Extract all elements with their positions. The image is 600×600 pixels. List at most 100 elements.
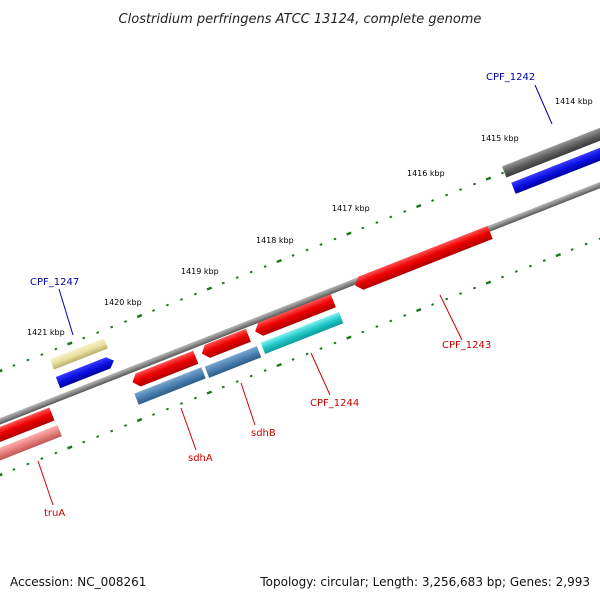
outer-ring-tick — [40, 353, 44, 356]
inner-ring-tick — [54, 451, 58, 455]
inner-ring-tick — [82, 440, 86, 444]
inner-ring-tick — [110, 429, 114, 433]
reverse-strand-genes — [0, 225, 493, 463]
outer-ring-tick — [0, 368, 3, 373]
inner-ring-tick — [514, 270, 518, 273]
outer-ring-tick — [26, 358, 30, 362]
inner-ring-tick — [165, 407, 169, 411]
gene-red-trua-region[interactable] — [0, 407, 55, 448]
label-leader-lines — [37, 84, 553, 506]
label-sdhb[interactable]: sdhB — [251, 428, 276, 439]
outer-ring-tick — [361, 226, 365, 230]
label-cpf-1247[interactable]: CPF_1247 — [30, 277, 79, 288]
label-sdha[interactable]: sdhA — [188, 453, 213, 464]
inner-ring-tick — [40, 457, 44, 460]
inner-ring-tick — [96, 435, 100, 438]
backbone-strand — [0, 168, 600, 431]
gene-blue-top-right[interactable] — [511, 138, 600, 194]
gene-red-cpf-1244-arrow[interactable] — [253, 294, 336, 338]
leader-cpf-1243 — [439, 294, 463, 341]
gene-blue-left[interactable] — [55, 355, 116, 389]
label-cpf-1242[interactable]: CPF_1242 — [486, 72, 535, 83]
gene-cpf-1247-bar[interactable] — [49, 338, 108, 370]
label-cpf-1243[interactable]: CPF_1243 — [442, 340, 491, 351]
outer-ring-tick — [415, 204, 422, 209]
gene-trua[interactable] — [0, 424, 62, 463]
tick-label-1418: 1418 kbp — [256, 236, 294, 245]
outer-ring-tick — [445, 193, 449, 197]
outer-ring-tick — [263, 265, 267, 268]
inner-ring-tick — [193, 396, 197, 400]
gene-sdhb[interactable] — [204, 346, 262, 378]
tick-label-1415: 1415 kbp — [481, 134, 519, 143]
outer-ring-tick — [472, 182, 477, 186]
tick-label-1414: 1414 kbp — [555, 97, 593, 106]
leader-cpf-1247 — [58, 288, 74, 336]
outer-ring-tick — [291, 254, 295, 257]
outer-ring-tick — [500, 171, 504, 175]
inner-ring-tick — [472, 286, 477, 290]
inner-ring-tick — [570, 248, 574, 252]
gene-cpf-1242-bar[interactable] — [501, 118, 600, 178]
inner-ring-tick — [415, 308, 422, 313]
map-title: Clostridium perfringens ATCC 13124, comp… — [119, 12, 482, 27]
inner-ring-tick — [235, 380, 239, 383]
gene-sdha[interactable] — [134, 367, 206, 405]
gene-sdha-bar[interactable] — [134, 367, 206, 405]
inner-ring-tick — [375, 325, 379, 328]
outer-ring-tick — [152, 309, 156, 312]
outer-ring-tick — [206, 286, 213, 291]
gene-blue-left-arrow[interactable] — [55, 355, 116, 389]
gene-sdhb-bar[interactable] — [204, 346, 262, 378]
inner-ring-tick — [0, 472, 3, 477]
gene-red-sdhb-region[interactable] — [199, 328, 251, 360]
tick-label-1416: 1416 kbp — [407, 169, 445, 178]
label-trua[interactable]: truA — [44, 508, 65, 519]
gene-cpf-1242[interactable] — [501, 118, 600, 178]
leader-sdhb — [240, 382, 256, 426]
gene-cpf-1247[interactable] — [49, 338, 108, 370]
inner-ring-tick — [500, 275, 504, 279]
label-cpf-1244[interactable]: CPF_1244 — [310, 398, 359, 409]
accession-text: Accession: NC_008261 — [10, 575, 146, 589]
inner-ring-tick — [459, 292, 463, 295]
gene-red-sdha-region[interactable] — [130, 350, 199, 389]
inner-ring-tick — [542, 259, 546, 263]
inner-ring-tick — [305, 352, 309, 356]
gene-cpf-1243-arrow[interactable] — [353, 225, 493, 292]
gene-cpf-1244-bar[interactable] — [260, 312, 344, 354]
outer-ring-tick — [165, 303, 169, 307]
inner-ring-tick — [319, 347, 323, 350]
outer-ring-tick — [333, 237, 337, 241]
gene-red-sdhb-arrow[interactable] — [199, 328, 251, 360]
inner-ring-tick — [67, 445, 73, 450]
inner-ring-tick — [598, 237, 600, 241]
inner-ring-tick — [389, 319, 393, 323]
outer-ring-tick — [193, 292, 197, 296]
outer-ring-tick — [110, 325, 114, 329]
inner-ring-tick — [136, 417, 143, 423]
outer-ring-tick — [96, 331, 100, 334]
outer-ring-tick — [235, 276, 239, 279]
outer-ring-tick — [179, 298, 183, 301]
forward-strand-genes — [49, 118, 600, 389]
tick-label-1419: 1419 kbp — [181, 267, 219, 276]
gene-red-sdha-arrow[interactable] — [130, 350, 199, 389]
gene-cpf-1244[interactable] — [260, 312, 344, 354]
gene-blue-top-right-bar[interactable] — [511, 138, 600, 194]
gene-red-trua-bar[interactable] — [0, 407, 55, 448]
gene-trua-bar[interactable] — [0, 424, 62, 463]
gene-cpf-1243[interactable] — [353, 225, 493, 292]
outer-ring-tick — [346, 231, 352, 236]
gene-red-cpf-1244-region[interactable] — [253, 294, 336, 338]
outer-ring-tick — [375, 221, 379, 224]
outer-ring-tick — [12, 364, 16, 367]
inner-ring-tick — [291, 358, 295, 361]
outer-ring-tick — [403, 210, 407, 213]
outer-ring-tick — [319, 243, 323, 246]
inner-ring-tick — [124, 424, 128, 427]
inner-ring-tick — [445, 297, 449, 301]
leader-trua — [37, 460, 54, 506]
outer-ring-tick — [124, 320, 128, 323]
